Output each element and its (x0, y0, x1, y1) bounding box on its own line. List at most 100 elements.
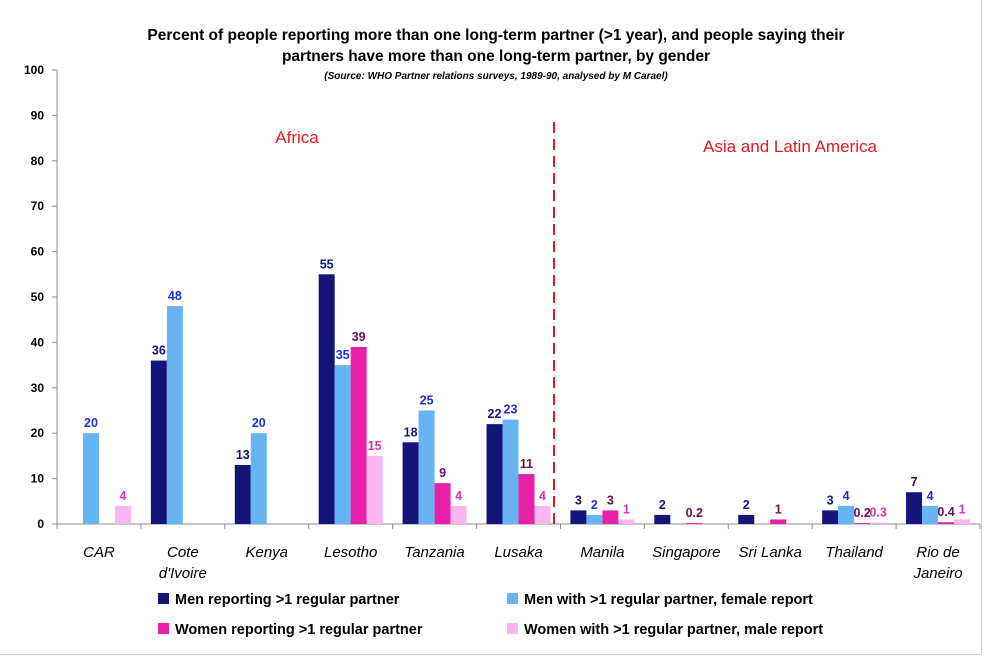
data-label: 3 (607, 493, 614, 507)
bar (434, 483, 451, 524)
y-tick-label: 100 (24, 63, 44, 77)
data-label: 4 (927, 489, 934, 503)
data-label: 7 (911, 475, 918, 489)
data-label: 0.3 (869, 506, 886, 520)
x-category-label: Rio de (916, 544, 959, 561)
bar (318, 274, 335, 524)
bar (586, 514, 603, 524)
data-label: 48 (168, 289, 182, 303)
x-category-label: Cote (167, 544, 199, 561)
bar (654, 514, 671, 524)
x-category-label: Kenya (245, 544, 288, 561)
x-category-label: Sri Lanka (739, 544, 802, 561)
bar (518, 474, 535, 524)
data-label: 55 (320, 257, 334, 271)
bar (502, 419, 519, 524)
x-category-label: Janeiro (912, 565, 962, 582)
bar (822, 510, 839, 524)
legend-label: Women reporting >1 regular partner (175, 622, 423, 638)
legend-swatch (507, 623, 518, 634)
bar (686, 523, 703, 524)
data-label: 36 (152, 344, 166, 358)
data-label: 35 (336, 348, 350, 362)
data-label: 20 (252, 416, 266, 430)
bar (234, 464, 251, 524)
region-label-asia-latin-america: Asia and Latin America (703, 137, 877, 156)
bar (350, 346, 367, 524)
y-tick-label: 70 (31, 199, 45, 213)
x-category-label: CAR (83, 544, 115, 561)
bar (366, 455, 383, 524)
legend-label: Women with >1 regular partner, male repo… (524, 622, 823, 638)
y-tick-label: 60 (31, 245, 45, 259)
y-tick-label: 10 (31, 472, 45, 486)
bar (738, 514, 755, 524)
data-label: 25 (420, 394, 434, 408)
data-label: 2 (591, 498, 598, 512)
data-label: 13 (236, 448, 250, 462)
bar (114, 505, 131, 524)
bar (250, 433, 267, 524)
data-label: 4 (843, 489, 850, 503)
y-tick-label: 0 (37, 517, 44, 531)
y-tick-label: 20 (31, 426, 45, 440)
chart-title-line-1: Percent of people reporting more than on… (147, 27, 844, 44)
data-label: 0.4 (937, 505, 954, 519)
data-label: 1 (623, 502, 630, 516)
x-category-label: Singapore (652, 544, 720, 561)
bar (534, 505, 551, 524)
data-label: 4 (455, 489, 462, 503)
y-tick-label: 90 (31, 108, 45, 122)
x-category-label: Lesotho (324, 544, 377, 561)
bar (150, 360, 167, 524)
data-label: 11 (520, 457, 533, 471)
bar (570, 510, 587, 524)
data-label: 4 (539, 489, 546, 503)
bar (486, 424, 503, 524)
chart-frame (0, 0, 982, 655)
bar (82, 433, 99, 524)
bar (618, 519, 635, 524)
legend-swatch (507, 593, 518, 604)
chart-subtitle: (Source: WHO Partner relations surveys, … (324, 71, 668, 82)
legend: Men reporting >1 regular partner Men with… (158, 592, 823, 638)
legend-label: Men with >1 regular partner, female repo… (524, 592, 813, 608)
data-label: 1 (959, 502, 966, 516)
x-category-label: Manila (580, 544, 624, 561)
x-category-label: Thailand (825, 544, 883, 561)
y-tick-label: 40 (31, 335, 45, 349)
data-label: 22 (488, 407, 502, 421)
x-category-label: d'Ivoire (159, 565, 207, 582)
bar (166, 306, 183, 524)
y-tick-label: 30 (31, 381, 45, 395)
bar (334, 365, 351, 524)
bar (854, 523, 871, 524)
x-category-label: Lusaka (494, 544, 542, 561)
data-label: 18 (404, 425, 418, 439)
data-label: 1 (775, 502, 782, 516)
bar (602, 510, 619, 524)
data-label: 0.2 (686, 506, 703, 520)
data-label: 39 (352, 330, 366, 344)
x-category-label: Tanzania (404, 544, 464, 561)
data-label: 2 (743, 498, 750, 512)
y-tick-label: 50 (31, 290, 45, 304)
bar (906, 492, 923, 524)
bar (870, 522, 887, 524)
chart-title-line-2: partners have more than one long-term pa… (282, 48, 710, 65)
data-label: 0.2 (853, 506, 870, 520)
bars (82, 274, 971, 524)
data-label: 4 (119, 489, 126, 503)
legend-swatch (158, 593, 169, 604)
data-label: 2 (659, 498, 666, 512)
bar (770, 519, 787, 524)
data-label: 3 (575, 493, 582, 507)
bar (954, 519, 971, 524)
bar (922, 505, 939, 524)
bar (938, 522, 955, 524)
bar (450, 505, 467, 524)
bar (418, 410, 435, 524)
data-label: 23 (504, 403, 518, 417)
